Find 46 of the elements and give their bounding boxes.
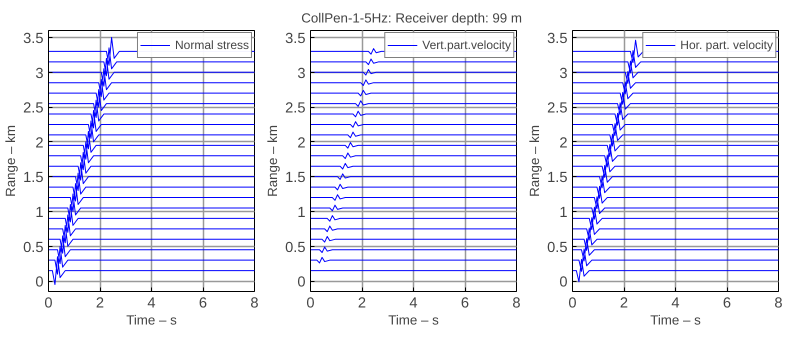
y-tick-label: 2 bbox=[559, 135, 568, 152]
y-tick-label: 0 bbox=[559, 274, 568, 291]
y-tick-label: 1 bbox=[297, 204, 306, 221]
y-tick-label: 3 bbox=[35, 66, 44, 82]
x-tick-label: 2 bbox=[96, 296, 104, 312]
x-axis-title: Time – s bbox=[126, 312, 178, 328]
y-tick-label: 3.5 bbox=[23, 30, 44, 47]
x-tick-label: 4 bbox=[147, 296, 156, 312]
x-tick-label: 6 bbox=[198, 296, 208, 312]
y-tick-label: 2.5 bbox=[285, 100, 306, 117]
x-tick-label: 8 bbox=[774, 296, 783, 312]
x-tick-label: 8 bbox=[512, 296, 521, 312]
y-tick-label: 0.5 bbox=[23, 240, 44, 256]
y-tick-label: 3.5 bbox=[285, 30, 306, 47]
y-tick-label: 0 bbox=[35, 274, 44, 291]
y-tick-label: 2 bbox=[35, 135, 44, 152]
y-tick-label: 2.5 bbox=[547, 100, 568, 117]
y-tick-label: 2 bbox=[297, 135, 306, 152]
x-tick-label: 2 bbox=[358, 296, 366, 312]
y-tick-label: 1.5 bbox=[547, 170, 568, 186]
x-tick-label: 6 bbox=[722, 296, 732, 312]
y-tick-label: 0.5 bbox=[547, 240, 568, 256]
x-tick-label: 8 bbox=[250, 296, 259, 312]
y-axis-title: Range – km bbox=[265, 125, 280, 197]
x-tick-label: 6 bbox=[460, 296, 470, 312]
y-tick-label: 3 bbox=[297, 66, 306, 82]
y-tick-label: 3 bbox=[559, 66, 568, 82]
x-tick-label: 4 bbox=[671, 296, 680, 312]
y-tick-label: 1 bbox=[35, 204, 44, 221]
y-tick-label: 1.5 bbox=[285, 170, 306, 186]
x-axis-title: Time – s bbox=[650, 312, 702, 328]
x-axis-title: Time – s bbox=[388, 312, 440, 328]
y-tick-label: 3.5 bbox=[547, 30, 568, 47]
y-tick-label: 1.5 bbox=[23, 170, 44, 186]
x-tick-label: 2 bbox=[620, 296, 628, 312]
legend-label: Vert.part.velocity bbox=[422, 38, 511, 52]
chart-title: CollPen-1-5Hz: Receiver depth: 99 m bbox=[301, 10, 522, 26]
legend-label: Normal stress bbox=[174, 38, 249, 52]
legend-label: Hor. part. velocity bbox=[680, 38, 773, 52]
x-tick-label: 4 bbox=[409, 296, 418, 312]
y-axis-title: Range – km bbox=[3, 125, 18, 197]
y-tick-label: 1 bbox=[559, 204, 568, 221]
y-tick-label: 0 bbox=[297, 274, 306, 291]
y-tick-label: 2.5 bbox=[23, 100, 44, 117]
y-tick-label: 0.5 bbox=[285, 240, 306, 256]
y-axis-title: Range – km bbox=[527, 125, 542, 197]
